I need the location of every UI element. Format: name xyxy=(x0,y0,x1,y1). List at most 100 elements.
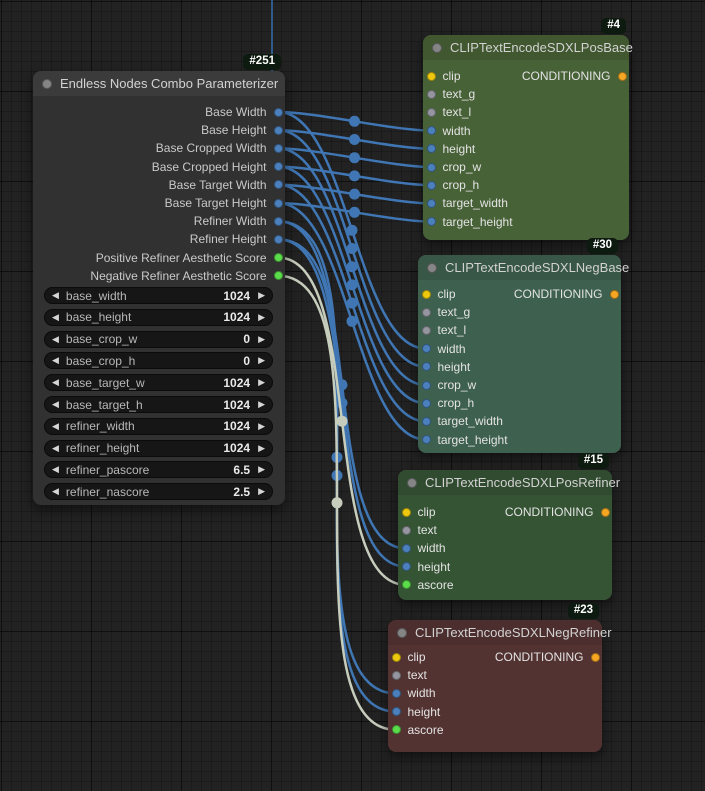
link-midpoint-dot[interactable] xyxy=(349,188,360,200)
widget-decrement-arrow-icon[interactable]: ◀ xyxy=(52,377,59,388)
widget-decrement-arrow-icon[interactable]: ◀ xyxy=(52,355,59,366)
widget-increment-arrow-icon[interactable]: ▶ xyxy=(258,355,265,366)
slot-dot-icon[interactable] xyxy=(401,580,411,590)
collapse-dot-icon[interactable] xyxy=(432,42,442,53)
widget-base_target_h[interactable]: ◀ base_target_h 1024 ▶ xyxy=(44,396,273,413)
link-midpoint-dot[interactable] xyxy=(346,243,358,254)
widget-value[interactable]: 6.5 xyxy=(233,462,251,477)
slot-dot-icon[interactable] xyxy=(273,216,283,226)
slot-dot-icon[interactable] xyxy=(609,289,619,299)
link-midpoint-dot[interactable] xyxy=(346,224,358,236)
widget-base_target_w[interactable]: ◀ base_target_w 1024 ▶ xyxy=(44,374,273,392)
widget-value[interactable]: 0 xyxy=(243,332,251,347)
widget-base_crop_h[interactable]: ◀ base_crop_h 0 ▶ xyxy=(44,352,273,370)
node-4[interactable]: #4 CLIPTextEncodeSDXLPosBase clip text_g t… xyxy=(423,18,633,240)
slot-dot-icon[interactable] xyxy=(273,271,283,281)
slot-dot-icon[interactable] xyxy=(421,435,431,445)
widget-increment-arrow-icon[interactable]: ▶ xyxy=(258,399,265,409)
collapse-dot-icon[interactable] xyxy=(407,477,417,488)
slot-dot-icon[interactable] xyxy=(391,652,401,662)
slot-dot-icon[interactable] xyxy=(600,507,610,517)
widget-refiner_nascore[interactable]: ◀ refiner_nascore 2.5 ▶ xyxy=(44,483,273,501)
slot-dot-icon[interactable] xyxy=(421,362,431,372)
node-23[interactable]: #23 CLIPTextEncodeSDXLNegRefiner clip tex… xyxy=(388,603,612,752)
slot-dot-icon[interactable] xyxy=(273,162,283,172)
widget-value[interactable]: 1024 xyxy=(223,441,251,456)
slot-dot-icon[interactable] xyxy=(273,143,283,153)
widget-value[interactable]: 1024 xyxy=(223,397,251,412)
slot-dot-icon[interactable] xyxy=(617,71,627,81)
slot-dot-icon[interactable] xyxy=(421,380,431,390)
widget-refiner_pascore[interactable]: ◀ refiner_pascore 6.5 ▶ xyxy=(44,461,273,479)
widget-base_crop_w[interactable]: ◀ base_crop_w 0 ▶ xyxy=(44,330,273,348)
slot-dot-icon[interactable] xyxy=(273,125,283,135)
widget-refiner_width[interactable]: ◀ refiner_width 1024 ▶ xyxy=(44,417,273,435)
slot-dot-icon[interactable] xyxy=(401,543,411,553)
widget-decrement-arrow-icon[interactable]: ◀ xyxy=(52,464,59,475)
link-midpoint-dot[interactable] xyxy=(349,115,360,127)
slot-dot-icon[interactable] xyxy=(421,398,431,408)
slot-dot-icon[interactable] xyxy=(426,71,436,81)
widget-value[interactable]: 1024 xyxy=(223,288,251,303)
slot-dot-icon[interactable] xyxy=(426,180,436,190)
widget-increment-arrow-icon[interactable]: ▶ xyxy=(258,486,265,497)
slot-dot-icon[interactable] xyxy=(391,707,401,717)
widget-value[interactable]: 1024 xyxy=(223,310,251,325)
collapse-dot-icon[interactable] xyxy=(42,78,52,89)
link-midpoint-dot[interactable] xyxy=(331,497,343,509)
widget-decrement-arrow-icon[interactable]: ◀ xyxy=(52,420,59,431)
widget-decrement-arrow-icon[interactable]: ◀ xyxy=(52,290,59,300)
node-30[interactable]: #30 CLIPTextEncodeSDXLNegBase clip text_g… xyxy=(418,238,629,453)
slot-dot-icon[interactable] xyxy=(273,180,283,190)
link-midpoint-dot[interactable] xyxy=(349,152,360,164)
link-midpoint-dot[interactable] xyxy=(336,415,348,427)
slot-dot-icon[interactable] xyxy=(421,325,431,335)
widget-value[interactable]: 1024 xyxy=(223,375,251,390)
widget-decrement-arrow-icon[interactable]: ◀ xyxy=(52,486,59,497)
slot-dot-icon[interactable] xyxy=(273,198,283,208)
link-midpoint-dot[interactable] xyxy=(346,315,358,327)
slot-dot-icon[interactable] xyxy=(273,253,283,263)
widget-value[interactable]: 0 xyxy=(243,353,251,368)
widget-increment-arrow-icon[interactable]: ▶ xyxy=(258,290,265,300)
widget-decrement-arrow-icon[interactable]: ◀ xyxy=(52,442,59,453)
slot-dot-icon[interactable] xyxy=(401,507,411,517)
node-header[interactable]: CLIPTextEncodeSDXLNegBase xyxy=(418,255,629,280)
slot-dot-icon[interactable] xyxy=(421,416,431,426)
slot-dot-icon[interactable] xyxy=(426,144,436,154)
widget-decrement-arrow-icon[interactable]: ◀ xyxy=(52,399,59,409)
widget-base_width[interactable]: ◀ base_width 1024 ▶ xyxy=(44,287,273,304)
slot-dot-icon[interactable] xyxy=(421,344,431,354)
node-header[interactable]: CLIPTextEncodeSDXLPosRefiner xyxy=(398,470,620,495)
node-header[interactable]: Endless Nodes Combo Parameterizer xyxy=(33,71,285,96)
slot-dot-icon[interactable] xyxy=(421,289,431,299)
node-251[interactable]: #251 Endless Nodes Combo Parameterizer B… xyxy=(33,54,285,505)
slot-dot-icon[interactable] xyxy=(421,307,431,317)
slot-dot-icon[interactable] xyxy=(401,525,411,535)
widget-decrement-arrow-icon[interactable]: ◀ xyxy=(52,333,59,344)
widget-decrement-arrow-icon[interactable]: ◀ xyxy=(52,311,59,322)
widget-refiner_height[interactable]: ◀ refiner_height 1024 ▶ xyxy=(44,439,273,457)
widget-base_height[interactable]: ◀ base_height 1024 ▶ xyxy=(44,308,273,326)
link-midpoint-dot[interactable] xyxy=(346,297,358,309)
collapse-dot-icon[interactable] xyxy=(427,262,437,273)
slot-dot-icon[interactable] xyxy=(426,217,436,227)
node-header[interactable]: CLIPTextEncodeSDXLNegRefiner xyxy=(388,620,612,645)
collapse-dot-icon[interactable] xyxy=(397,627,407,638)
widget-increment-arrow-icon[interactable]: ▶ xyxy=(258,333,265,344)
slot-dot-icon[interactable] xyxy=(426,126,436,136)
slot-dot-icon[interactable] xyxy=(391,688,401,698)
node-15[interactable]: #15 CLIPTextEncodeSDXLPosRefiner clip tex… xyxy=(398,453,620,600)
widget-increment-arrow-icon[interactable]: ▶ xyxy=(258,464,265,475)
slot-dot-icon[interactable] xyxy=(426,107,436,117)
link-midpoint-dot[interactable] xyxy=(346,279,358,291)
widget-value[interactable]: 2.5 xyxy=(233,484,251,499)
slot-dot-icon[interactable] xyxy=(401,562,411,572)
widget-increment-arrow-icon[interactable]: ▶ xyxy=(258,442,265,453)
link-midpoint-dot[interactable] xyxy=(346,261,358,273)
slot-dot-icon[interactable] xyxy=(426,198,436,208)
widget-value[interactable]: 1024 xyxy=(223,419,251,434)
link-midpoint-dot[interactable] xyxy=(349,206,360,218)
node-header[interactable]: CLIPTextEncodeSDXLPosBase xyxy=(423,35,633,60)
